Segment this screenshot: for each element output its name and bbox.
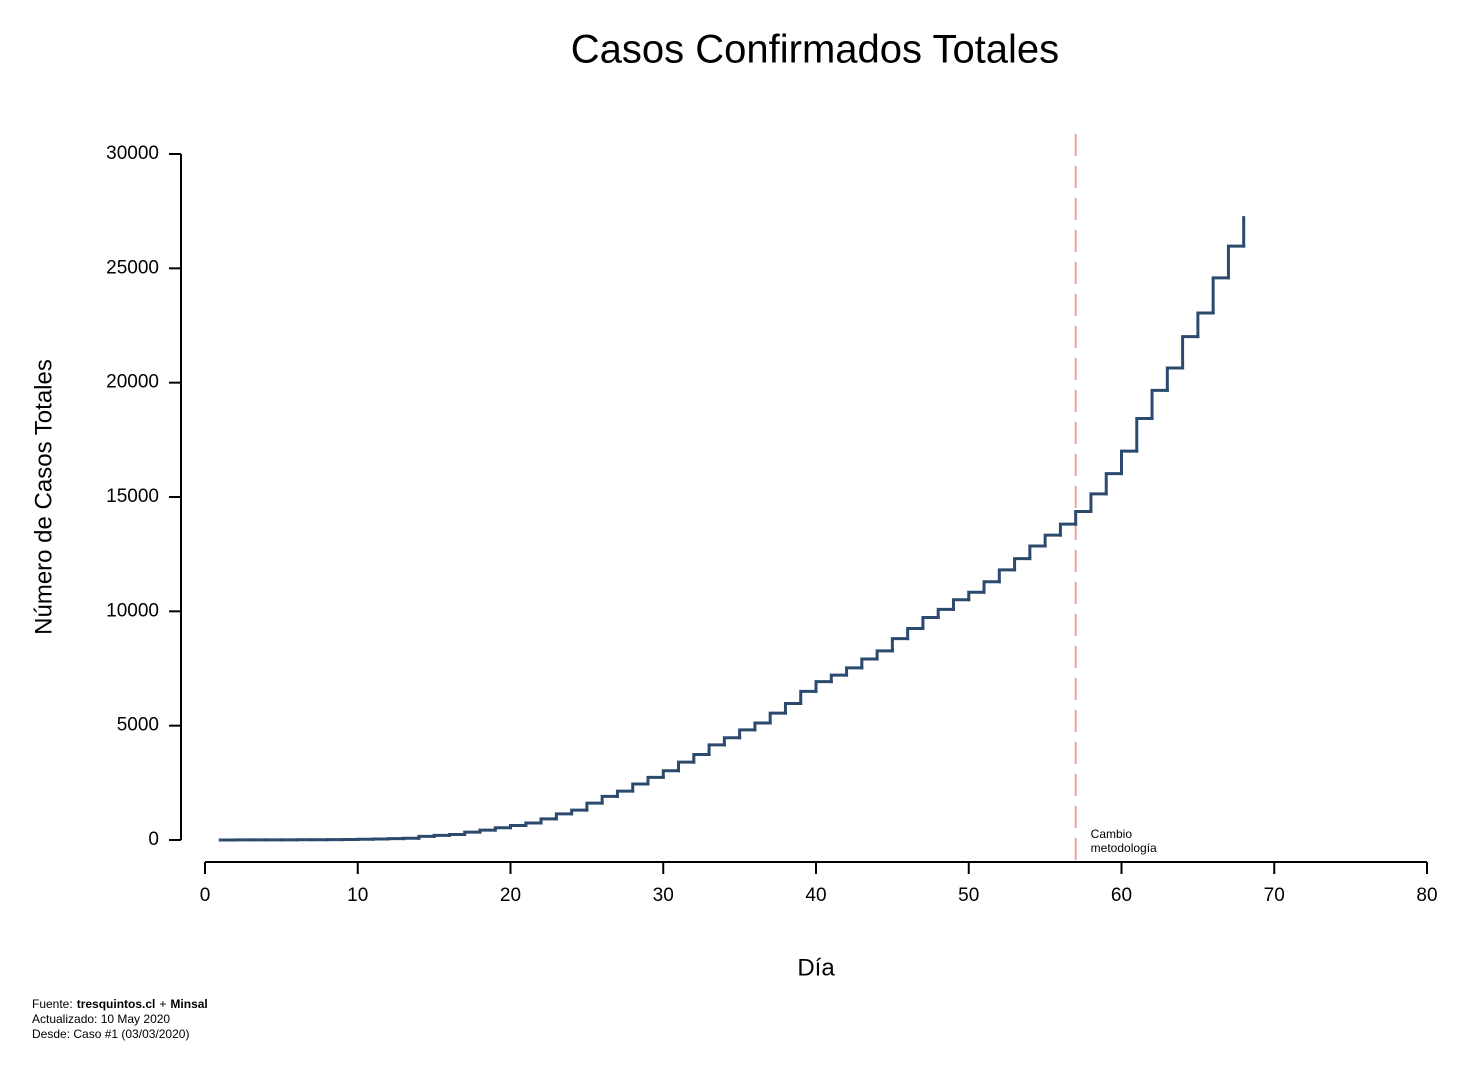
x-tick-label: 30 (653, 885, 674, 906)
step-segment (646, 775, 665, 786)
step-segment (1150, 388, 1169, 420)
step-segment (509, 824, 528, 830)
x-tick-label: 50 (958, 885, 979, 906)
step-segment (707, 743, 726, 757)
step-segment (845, 666, 864, 677)
footer-source: Fuente: tresquintos.cl + Minsal (32, 997, 208, 1011)
footer-since: Desde: Caso #1 (03/03/2020) (32, 1027, 189, 1041)
step-segment (1089, 492, 1108, 514)
step-segment (478, 828, 497, 834)
step-segment (661, 769, 681, 779)
x-tick-label: 0 (200, 885, 211, 906)
step-segment (1058, 522, 1078, 537)
step-segment (936, 607, 955, 620)
step-segment (631, 782, 650, 793)
step-segment (722, 736, 742, 747)
step-segment (615, 789, 635, 798)
step-segment (1196, 311, 1215, 339)
step-segment (1043, 533, 1062, 548)
x-tick-label: 10 (347, 885, 368, 906)
footer-source-part: + (159, 997, 166, 1011)
annotation-text: Cambio (1091, 827, 1133, 841)
step-segment (1181, 335, 1200, 370)
x-tick-label: 70 (1264, 885, 1285, 906)
step-segment (1226, 244, 1246, 280)
step-segment (554, 812, 574, 821)
step-segment (783, 701, 803, 715)
step-segment (1211, 276, 1230, 315)
footer-source-part: tresquintos.cl (77, 997, 156, 1011)
step-segment (997, 568, 1017, 584)
step-segment (967, 590, 986, 602)
step-segment (493, 826, 512, 832)
step-segment (463, 830, 482, 837)
step-segment (600, 794, 619, 805)
step-segment (432, 833, 451, 838)
y-tick-label: 30000 (106, 143, 159, 164)
annotation-text: metodología (1091, 841, 1157, 855)
step-segment (1120, 449, 1139, 476)
step-segment (585, 801, 604, 812)
step-segment (570, 808, 589, 816)
step-segment (921, 616, 940, 630)
step-segment (1013, 557, 1032, 572)
y-axis-label: Número de Casos Totales (30, 359, 57, 635)
step-segment (524, 821, 543, 828)
footer-updated: Actualizado: 10 May 2020 (32, 1012, 170, 1026)
step-segment (799, 689, 818, 705)
step-segment (829, 673, 849, 684)
footer-source-part: Minsal (170, 997, 207, 1011)
y-tick-label: 5000 (117, 715, 159, 736)
step-segment (1028, 544, 1047, 561)
footer-source-part: Fuente: (32, 997, 73, 1011)
step-segment (447, 833, 467, 837)
y-tick-label: 0 (148, 829, 159, 850)
y-tick-label: 15000 (106, 486, 159, 507)
step-segment (417, 834, 436, 840)
chart-title: Casos Confirmados Totales (571, 28, 1059, 72)
x-tick-label: 60 (1111, 885, 1132, 906)
x-tick-label: 40 (805, 885, 826, 906)
step-segment (951, 598, 971, 611)
step-segment (692, 753, 711, 764)
step-segment (906, 626, 925, 641)
step-segment (1165, 366, 1185, 392)
y-tick-label: 10000 (106, 600, 159, 621)
step-segment (890, 637, 910, 653)
step-segment (539, 817, 558, 825)
step-segment (814, 680, 833, 693)
step-segment (738, 728, 757, 740)
x-tick-label: 80 (1416, 885, 1437, 906)
step-segment (982, 580, 1001, 594)
step-segment (677, 760, 696, 773)
step-segment (875, 649, 894, 661)
step-segment (1135, 416, 1154, 453)
step-segment (1074, 510, 1093, 526)
y-tick-label: 25000 (106, 257, 159, 278)
x-axis-label: Día (797, 954, 835, 981)
step-segment (753, 721, 772, 732)
step-segment (768, 711, 787, 725)
step-segment (860, 657, 879, 670)
step-segment (1104, 472, 1123, 496)
x-tick-label: 20 (500, 885, 521, 906)
y-tick-label: 20000 (106, 372, 159, 393)
